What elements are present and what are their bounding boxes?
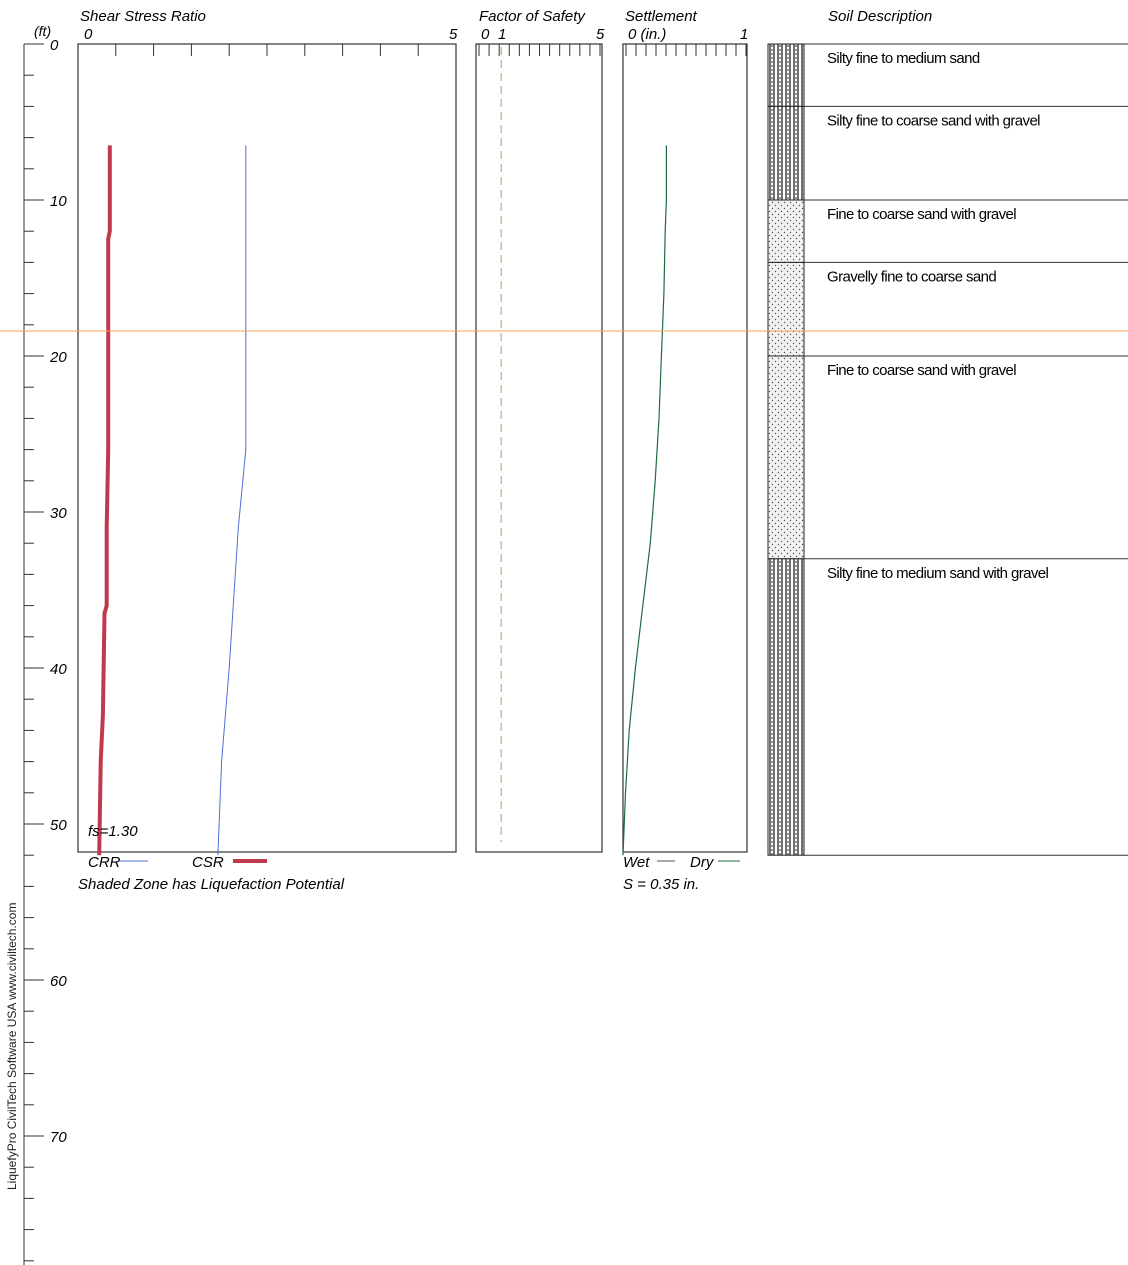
depth-tick-label: 30 [50,505,67,522]
settlement-dry-line [622,145,668,856]
soil-layer-pattern [767,261,805,357]
fos-x-tick-label-2: 5 [596,26,605,43]
soil-layer-label: Fine to coarse sand with gravel [827,362,1016,379]
depth-tick-label: 40 [50,661,67,678]
soil-layer-pattern [767,558,805,856]
depth-tick-label: 60 [50,973,67,990]
factor-of-safety-panel: Factor of Safety 0 1 5 [475,8,605,853]
fos-frame [475,43,603,853]
soil-layer-pattern [767,355,805,560]
soil-layer-label: Silty fine to medium sand [827,50,980,67]
legend-crr-label: CRR [88,854,121,871]
soil-layer-pattern [767,199,805,263]
legend-csr-label: CSR [192,854,224,871]
csr-line [217,145,247,856]
liquefaction-note: Shaded Zone has Liquefaction Potential [78,876,345,893]
shear-stress-frame [77,43,457,853]
soil-layer-label: Silty fine to medium sand with gravel [827,565,1049,582]
shear-x-tick-label-1: 5 [449,26,458,43]
shear-stress-title: Shear Stress Ratio [80,8,206,25]
total-settlement: S = 0.35 in. [623,876,699,893]
settlement-x-tick-label-1: 1 [740,26,748,43]
legend-wet-label: Wet [623,854,650,871]
soil-layer-label: Silty fine to coarse sand with gravel [827,112,1040,129]
depth-unit-label: (ft) [34,23,51,39]
depth-tick-label: 50 [50,817,67,834]
soil-layer-pattern [767,43,805,107]
settlement-panel: Settlement 0 (in.) 1 Wet Dry S = 0.35 in… [622,8,748,893]
fos-x-tick-label-1: 1 [498,26,506,43]
depth-tick-label: 20 [49,349,67,366]
settlement-frame [622,43,748,853]
settlement-title: Settlement [625,8,698,25]
depth-tick-label: 70 [50,1129,67,1146]
fos-title: Factor of Safety [479,8,586,25]
fos-x-tick-label-0: 0 [481,26,490,43]
soil-layer-label: Fine to coarse sand with gravel [827,206,1016,223]
settlement-x-tick-label-0: 0 (in.) [628,26,666,43]
depth-tick-label: 0 [50,37,59,54]
legend-dry-label: Dry [690,854,715,871]
shear-stress-panel: Shear Stress Ratio 0 5 fs=1.30 CRR CSR S… [77,8,458,893]
depth-axis: (ft) 0 10 20 30 40 50 60 70 [23,23,67,1265]
fs-annotation: fs=1.30 [88,823,138,840]
soil-layer-pattern [767,105,805,201]
soil-layer-label: Gravelly fine to coarse sand [827,268,996,285]
soil-description-title: Soil Description [828,8,932,25]
software-credit: LiquefyPro CivilTech Software USA www.ci… [5,903,19,1190]
soil-description-panel: Soil Description Silty fine to medium sa… [767,8,1128,856]
crr-line [97,145,112,856]
shear-x-tick-label-0: 0 [84,26,93,43]
depth-tick-label: 10 [50,193,67,210]
